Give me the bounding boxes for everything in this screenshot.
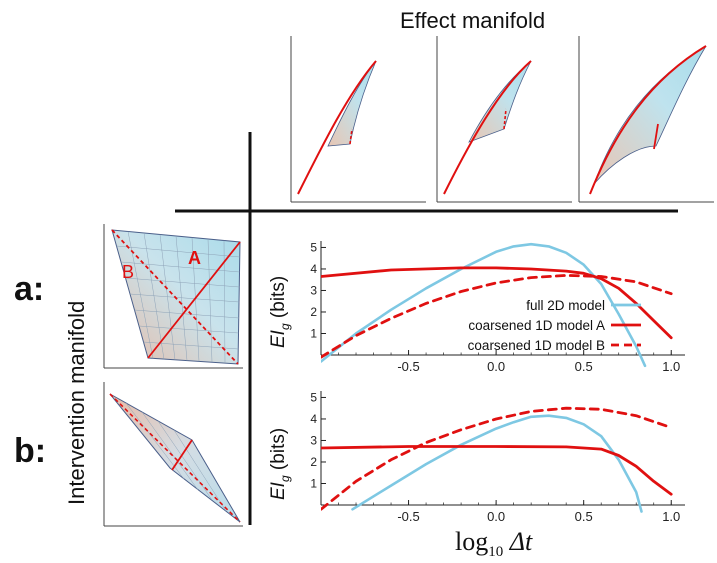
x-tick-label: 1.0: [662, 509, 680, 524]
region-a-label: A: [188, 248, 201, 268]
ei-chart-a: 1 2 3 4 5 -0.5 0.0 0.5 1.0 full 2D model coarsened…: [310, 240, 685, 374]
y-tick-label: 5: [310, 390, 317, 404]
series-line-3: [321, 274, 673, 359]
y-tick-label: 4: [310, 412, 317, 426]
x-tick-label: 1.0: [662, 359, 680, 374]
series-line-3: [321, 406, 673, 511]
legend-label: coarsened 1D model B: [468, 338, 605, 353]
x-axis-label: log10 Δt: [455, 527, 533, 561]
effect-panel-1: [290, 36, 426, 203]
series-line-1: [351, 414, 643, 513]
region-b-label: B: [122, 262, 134, 282]
y-tick-label: 2: [310, 305, 317, 319]
y-tick-label: 3: [310, 433, 317, 447]
y-axis-label-a: EIg (bits): [268, 275, 292, 348]
x-tick-label: 0.0: [487, 509, 505, 524]
effect-panel-2: [436, 36, 572, 203]
effect-manifold-title: Effect manifold: [400, 8, 546, 33]
y-tick-label: 2: [310, 455, 317, 469]
intervention-panel-b: [103, 382, 243, 527]
x-tick-label: -0.5: [397, 359, 419, 374]
effect-panel-3: [578, 36, 714, 203]
x-tick-label: 0.5: [575, 509, 593, 524]
ei-chart-b: 1 2 3 4 5 -0.5 0.0 0.5 1.0: [310, 390, 685, 524]
y-tick-label: 4: [310, 262, 317, 276]
x-tick-label: 0.5: [575, 359, 593, 374]
x-tick-label: 0.0: [487, 359, 505, 374]
row-b-label: b:: [14, 432, 47, 470]
effect-manifold-panels: [290, 36, 714, 203]
row-a-label: a:: [14, 270, 45, 308]
y-tick-label: 5: [310, 240, 317, 254]
intervention-panel-a: B A: [103, 224, 243, 369]
y-tick-label: 1: [310, 326, 317, 340]
legend-label: coarsened 1D model A: [468, 318, 605, 333]
y-tick-label: 1: [310, 476, 317, 490]
x-tick-label: -0.5: [397, 509, 419, 524]
legend-label: full 2D model: [526, 298, 605, 313]
y-axis-label-b: EIg (bits): [268, 427, 292, 500]
y-tick-label: 3: [310, 283, 317, 297]
series-line-2: [321, 445, 673, 496]
